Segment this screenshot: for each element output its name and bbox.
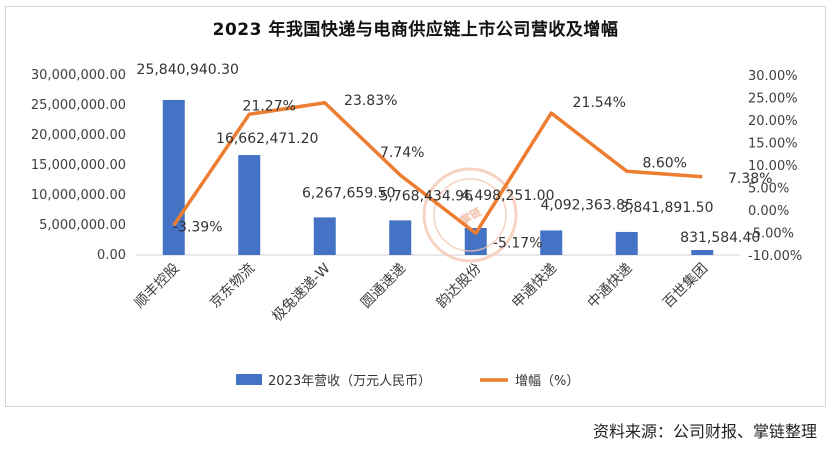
category-label: 百世集团 xyxy=(659,260,711,312)
line-data-label: 7.38% xyxy=(728,171,772,187)
y-left-tick-label: 15,000,000.00 xyxy=(31,158,126,173)
line-data-label: 7.74% xyxy=(380,145,424,161)
y-left-tick-label: 25,000,000.00 xyxy=(31,98,126,113)
y-left-tick-label: 10,000,000.00 xyxy=(31,188,126,203)
line-data-label: -5.17% xyxy=(493,235,543,251)
bar-data-label: 25,840,940.30 xyxy=(137,62,239,78)
bar-data-label: 5,768,434.96 xyxy=(379,188,473,204)
y-right-tick-label: 30.00% xyxy=(748,69,798,84)
bar-data-label: 16,662,471.20 xyxy=(216,131,318,147)
y-left-tick-label: 0.00 xyxy=(97,248,126,263)
bar-data-label: 3,841,891.50 xyxy=(620,200,714,216)
y-right-tick-label: -10.00% xyxy=(748,249,802,264)
bar xyxy=(540,230,563,255)
bar xyxy=(615,231,638,255)
line-data-label: 8.60% xyxy=(643,155,687,171)
legend-bar-swatch xyxy=(236,374,262,385)
bar-data-label: 6,267,659.50 xyxy=(302,185,396,201)
source-note: 资料来源：公司财报、掌链整理 xyxy=(592,422,817,441)
line-data-label: -3.39% xyxy=(173,219,223,235)
y-right-tick-label: 5.00% xyxy=(748,182,789,197)
category-label: 圆通速递 xyxy=(358,261,409,312)
growth-line xyxy=(172,101,703,236)
y-right-tick-label: 15.00% xyxy=(748,137,798,152)
chart-frame xyxy=(5,6,826,407)
category-label: 顺丰控股 xyxy=(132,261,183,312)
watermark-seal-inner xyxy=(433,178,507,252)
y-right-tick-label: 25.00% xyxy=(748,92,798,107)
y-left-tick-label: 5,000,000.00 xyxy=(39,218,126,233)
y-left-tick-label: 30,000,000.00 xyxy=(31,68,126,83)
bar xyxy=(238,155,261,255)
y-right-tick-label: 0.00% xyxy=(748,204,789,219)
bar-data-label: 4,498,251.00 xyxy=(461,188,555,204)
bar xyxy=(389,220,412,255)
bar xyxy=(691,250,714,255)
category-label: 极兔速递-W xyxy=(269,260,333,324)
legend-line-label: 增幅（%） xyxy=(515,374,579,389)
category-label: 中通快递 xyxy=(585,261,636,312)
category-label: 韵达股份 xyxy=(434,261,485,312)
category-label: 京东物流 xyxy=(207,261,258,312)
bar-data-label: 831,584.40 xyxy=(680,230,760,246)
watermark-seal xyxy=(422,167,518,263)
bar xyxy=(313,217,336,255)
y-right-tick-label: 10.00% xyxy=(748,159,798,174)
y-right-tick-label: 20.00% xyxy=(748,114,798,129)
line-data-label: 21.27% xyxy=(243,98,296,114)
legend-bar-label: 2023年营收（万元人民币） xyxy=(268,374,431,389)
category-label: 申通快递 xyxy=(509,261,560,312)
chart-title: 2023 年我国快递与电商供应链上市公司营收及增幅 xyxy=(212,20,619,40)
y-left-tick-label: 20,000,000.00 xyxy=(31,128,126,143)
bar xyxy=(464,228,487,255)
y-right-tick-label: -5.00% xyxy=(748,227,794,242)
line-data-label: 23.83% xyxy=(344,93,397,109)
line-data-label: 21.54% xyxy=(573,95,626,111)
bar-data-label: 4,092,363.85 xyxy=(540,197,634,213)
